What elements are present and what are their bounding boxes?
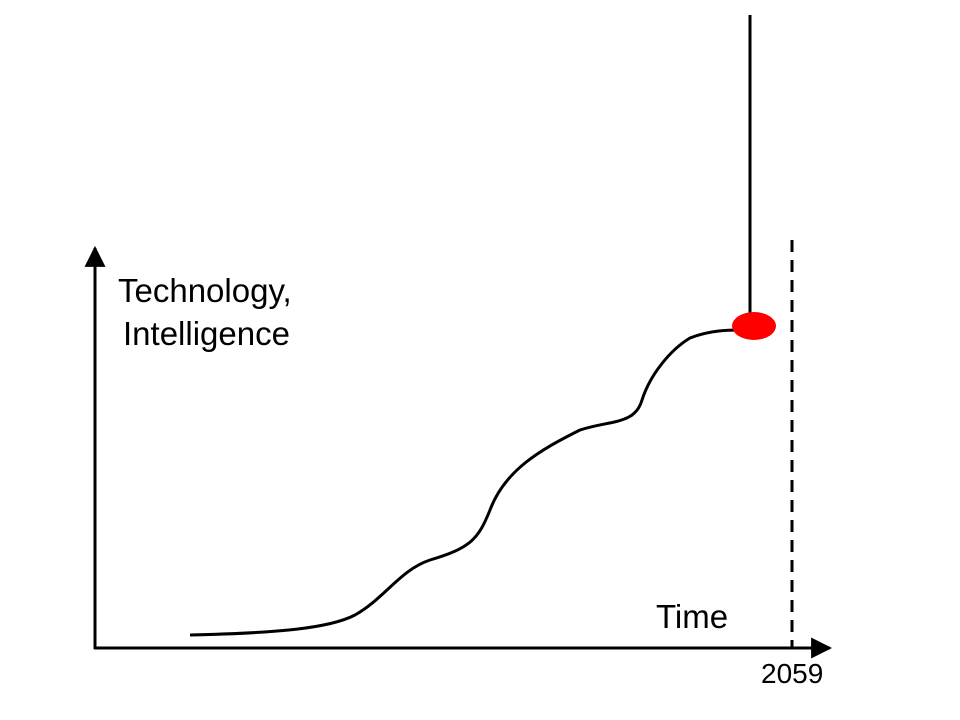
x-label: Time (656, 598, 728, 635)
y-label-line: Technology, (118, 272, 292, 309)
year-label: 2059 (761, 658, 823, 689)
growth-curve (189, 328, 741, 637)
singularity-point (732, 312, 776, 340)
y-label-line: Intelligence (123, 315, 290, 352)
